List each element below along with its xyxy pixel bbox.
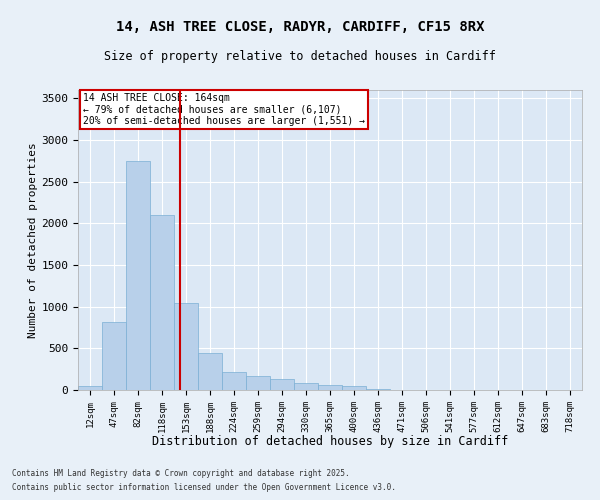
X-axis label: Distribution of detached houses by size in Cardiff: Distribution of detached houses by size … bbox=[152, 435, 508, 448]
Bar bbox=[102, 322, 126, 390]
Text: Contains HM Land Registry data © Crown copyright and database right 2025.: Contains HM Land Registry data © Crown c… bbox=[12, 468, 350, 477]
Bar bbox=[342, 386, 366, 390]
Text: 14, ASH TREE CLOSE, RADYR, CARDIFF, CF15 8RX: 14, ASH TREE CLOSE, RADYR, CARDIFF, CF15… bbox=[116, 20, 484, 34]
Bar bbox=[246, 376, 270, 390]
Bar bbox=[222, 372, 246, 390]
Bar bbox=[174, 302, 198, 390]
Bar bbox=[270, 379, 294, 390]
Bar bbox=[150, 215, 174, 390]
Bar bbox=[366, 389, 390, 390]
Y-axis label: Number of detached properties: Number of detached properties bbox=[28, 142, 38, 338]
Bar bbox=[78, 386, 102, 390]
Bar bbox=[318, 386, 342, 390]
Text: Contains public sector information licensed under the Open Government Licence v3: Contains public sector information licen… bbox=[12, 484, 396, 492]
Text: Size of property relative to detached houses in Cardiff: Size of property relative to detached ho… bbox=[104, 50, 496, 63]
Bar bbox=[294, 384, 318, 390]
Bar bbox=[126, 161, 150, 390]
Text: 14 ASH TREE CLOSE: 164sqm
← 79% of detached houses are smaller (6,107)
20% of se: 14 ASH TREE CLOSE: 164sqm ← 79% of detac… bbox=[83, 93, 365, 126]
Bar bbox=[198, 352, 222, 390]
